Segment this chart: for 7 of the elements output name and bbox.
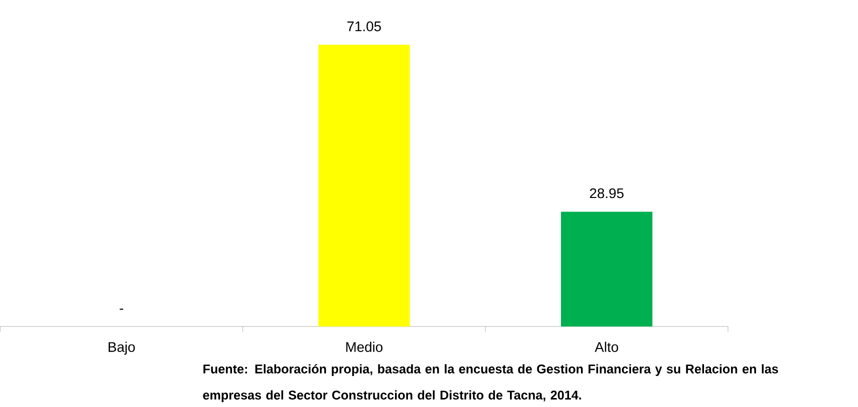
text: Fuente: Elaboración propia, basada en la encuesta de Gestion Financiera y su Relacion en las empresas del Sector Construccion del Distrito de Tacna, 2014. (203, 364, 778, 402)
x-tick-label: Medio (346, 342, 382, 352)
data-label: - (120, 308, 124, 310)
x-tick-label: Alto (594, 342, 618, 352)
x-tick-label: Bajo (108, 342, 135, 355)
data-label: 28.95 (590, 188, 624, 198)
data-label: 71.05 (347, 21, 381, 32)
